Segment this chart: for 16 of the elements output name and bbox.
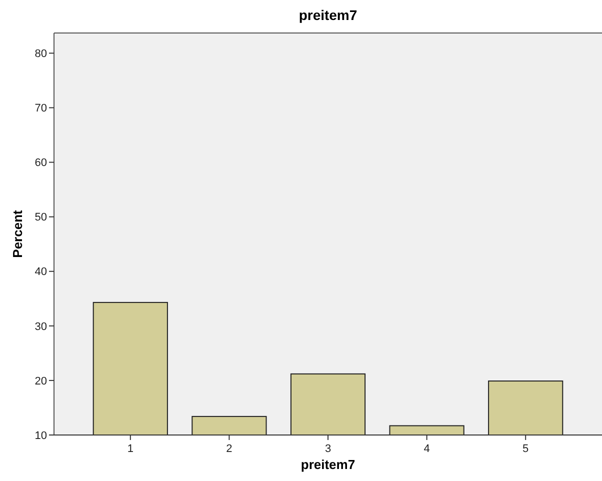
y-tick-label: 30 [34, 320, 47, 333]
y-tick-label: 50 [34, 212, 47, 224]
x-tick-label: 4 [424, 443, 430, 455]
y-tick-label: 80 [34, 48, 47, 60]
x-tick-label: 1 [127, 443, 134, 455]
x-tick-label: 3 [324, 443, 332, 455]
x-axis-title: preitem7 [300, 457, 356, 472]
y-tick-label: 40 [34, 266, 47, 278]
y-tick-label: 70 [34, 102, 47, 115]
y-tick-label: 60 [34, 157, 47, 170]
x-tick-label: 2 [226, 443, 232, 455]
y-axis-title: Percent [10, 209, 25, 258]
chart-title: preitem7 [298, 7, 358, 23]
y-tick-label: 10 [34, 430, 47, 442]
y-tick-label: 20 [34, 375, 47, 388]
x-tick-label: 5 [522, 443, 529, 455]
